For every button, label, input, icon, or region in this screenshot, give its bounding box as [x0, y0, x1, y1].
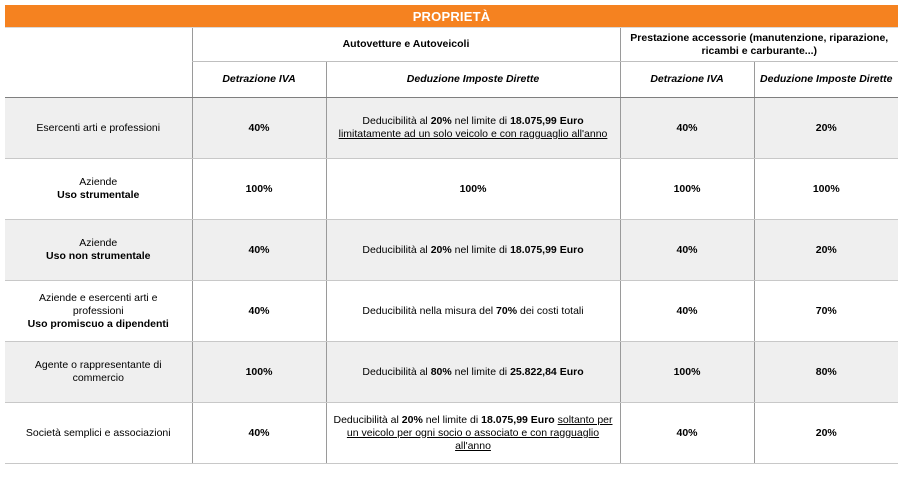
deduzione-imposte-value: 100%: [325, 158, 620, 220]
row-label: Società semplici e associazioni: [5, 402, 192, 464]
table-row: Aziende Uso strumentale 100% 100% 100% 10…: [5, 158, 899, 220]
detrazione-iva-value: 100%: [191, 341, 326, 403]
row-label-header: [5, 27, 192, 98]
subheader-deduzione-imposte-accessorie: Deduzione Imposte Dirette: [753, 61, 899, 98]
table-row: Aziende Uso non strumentale 40% Deducibil…: [5, 219, 899, 281]
deduzione-imposte-value: Deducibilità al 20% nel limite di 18.075…: [325, 402, 620, 464]
row-label: Agente o rappresentante di commercio: [5, 341, 192, 403]
table-row: Aziende e esercenti arti e professioni Us…: [5, 280, 899, 342]
detrazione-iva-value: 40%: [191, 280, 326, 342]
subheader-deduzione-imposte: Deduzione Imposte Dirette: [325, 61, 620, 98]
detrazione-iva-accessorie-value: 40%: [619, 219, 754, 281]
deduzione-imposte-accessorie-value: 100%: [753, 158, 899, 220]
detrazione-iva-value: 100%: [191, 158, 326, 220]
subheader-detrazione-iva: Detrazione IVA: [191, 61, 326, 98]
group-header-autovetture: Autovetture e Autoveicoli: [191, 27, 620, 62]
detrazione-iva-value: 40%: [191, 402, 326, 464]
detrazione-iva-value: 40%: [191, 97, 326, 159]
deduzione-imposte-accessorie-value: 70%: [753, 280, 899, 342]
row-label: Aziende Uso non strumentale: [5, 219, 192, 281]
deduzione-imposte-accessorie-value: 80%: [753, 341, 899, 403]
deduzione-imposte-accessorie-value: 20%: [753, 219, 899, 281]
row-label: Aziende Uso strumentale: [5, 158, 192, 220]
detrazione-iva-accessorie-value: 100%: [619, 341, 754, 403]
row-label: Esercenti arti e professioni: [5, 97, 192, 159]
row-label: Aziende e esercenti arti e professioni Us…: [5, 280, 192, 342]
detrazione-iva-accessorie-value: 40%: [619, 97, 754, 159]
subheader-detrazione-iva-accessorie: Detrazione IVA: [619, 61, 754, 98]
table-row: Agente o rappresentante di commercio 100…: [5, 341, 899, 403]
detrazione-iva-accessorie-value: 40%: [619, 280, 754, 342]
detrazione-iva-accessorie-value: 40%: [619, 402, 754, 464]
deduzione-imposte-value: Deducibilità nella misura del 70% dei co…: [325, 280, 620, 342]
deduzione-imposte-accessorie-value: 20%: [753, 97, 899, 159]
detrazione-iva-accessorie-value: 100%: [619, 158, 754, 220]
detrazione-iva-value: 40%: [191, 219, 326, 281]
deductions-table-container: PROPRIETÀ Autovetture e Autoveicoli Pres…: [5, 5, 899, 464]
group-header-prestazioni: Prestazione accessorie (manutenzione, ri…: [619, 27, 899, 62]
deductions-table: PROPRIETÀ Autovetture e Autoveicoli Pres…: [5, 5, 899, 464]
deduzione-imposte-accessorie-value: 20%: [753, 402, 899, 464]
deduzione-imposte-value: Deducibilità al 20% nel limite di 18.075…: [325, 219, 620, 281]
table-row: Esercenti arti e professioni 40% Deducib…: [5, 97, 899, 159]
table-title: PROPRIETÀ: [5, 5, 899, 28]
deduzione-imposte-value: Deducibilità al 80% nel limite di 25.822…: [325, 341, 620, 403]
table-row: Società semplici e associazioni 40% Dedu…: [5, 402, 899, 464]
deduzione-imposte-value: Deducibilità al 20% nel limite di 18.075…: [325, 97, 620, 159]
